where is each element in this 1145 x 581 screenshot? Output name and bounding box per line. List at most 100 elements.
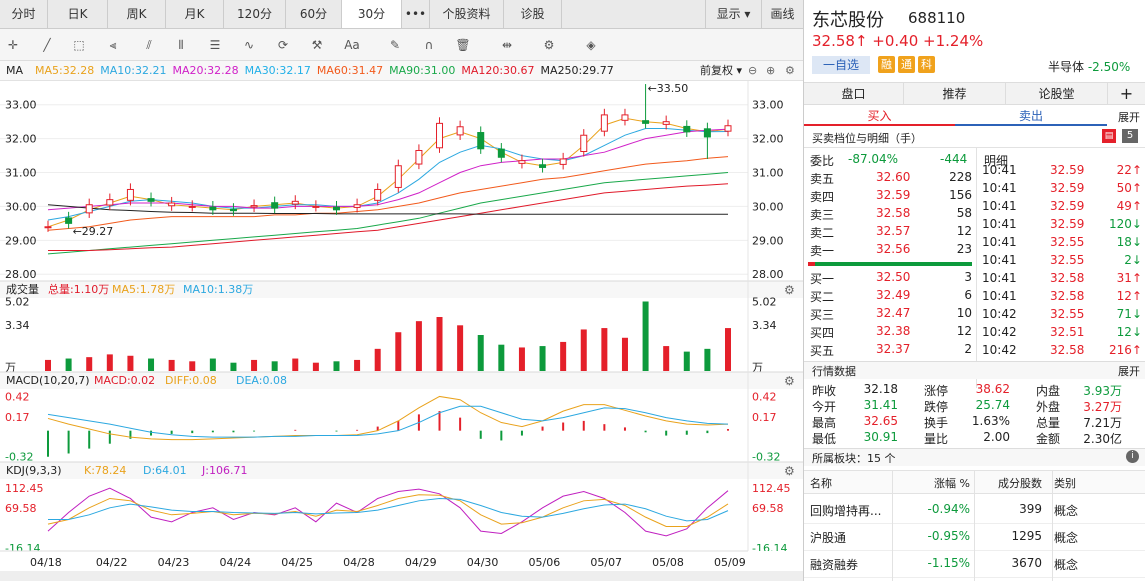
trash-icon[interactable]: 🗑 [455, 38, 471, 52]
book-price[interactable]: 32.58 [876, 206, 911, 220]
tab-6[interactable]: 30分 [342, 0, 402, 28]
sector-name[interactable]: 融资融券 [810, 558, 859, 572]
sell-tab[interactable]: 卖出 [955, 106, 1107, 126]
kdj-legend: K:78.24 [84, 464, 126, 477]
book-price[interactable]: 32.56 [876, 242, 911, 256]
rect-tool-icon[interactable]: ⬚ [73, 38, 85, 52]
market-label: 跌停 [924, 400, 949, 414]
bars-tool-icon[interactable]: ⦀ [178, 37, 184, 52]
pen-tool-icon[interactable]: ✎ [389, 38, 401, 52]
add-watchlist-button[interactable]: 一自选 [812, 56, 870, 74]
tab-1[interactable]: 日K [48, 0, 108, 28]
tick-volume: 2↓ [1124, 253, 1142, 267]
volume-bar [189, 361, 196, 371]
book-price[interactable]: 32.60 [876, 170, 911, 184]
volume-bar [683, 351, 690, 371]
fib-tool-icon[interactable]: ☰ [209, 38, 221, 52]
cycle-tool-icon[interactable]: ⟳ [277, 38, 289, 52]
book-icon[interactable]: ▤ [1102, 129, 1116, 143]
book-volume: 228 [949, 170, 972, 184]
candle-body [559, 158, 567, 165]
ma-line-ma60 [47, 156, 729, 231]
vol-tick: 5.02 [752, 295, 777, 308]
volume-bar [271, 361, 278, 371]
expand-button[interactable]: 展开 [1118, 111, 1140, 124]
adjust-select[interactable]: 前复权 ▾ [700, 64, 743, 77]
right-tab-3[interactable]: + [1108, 83, 1145, 105]
sector-col-header[interactable]: 名称 [810, 477, 832, 490]
candle-body [291, 200, 299, 205]
price-tick: 29.00 [5, 234, 37, 247]
gear-icon[interactable]: ⚙ [784, 283, 795, 297]
tick-price: 32.59 [1050, 163, 1085, 177]
tab-4[interactable]: 120分 [224, 0, 286, 28]
ma-legend: MA MA5:32.28 MA10:32.21 MA20:32.28 MA30:32.1… [0, 61, 803, 81]
crosshair-icon[interactable]: ✛ [7, 38, 19, 52]
volume-bar [601, 328, 608, 371]
book-price[interactable]: 32.37 [876, 342, 911, 356]
tick-time: 10:42 [982, 307, 1017, 321]
volume-bar [518, 347, 525, 371]
tab-8[interactable]: 个股资料 [430, 0, 504, 28]
ma-line-ma10 [47, 128, 729, 221]
book-count[interactable]: 5 [1122, 129, 1138, 143]
market-expand[interactable]: 展开 [1118, 365, 1140, 378]
gear-icon[interactable]: ⚙ [784, 464, 795, 478]
tab-3[interactable]: 月K [166, 0, 224, 28]
book-price[interactable]: 32.59 [876, 188, 911, 202]
sector-col-header[interactable]: 涨幅 % [934, 477, 970, 490]
ruler-tool-icon[interactable]: ⚒ [311, 38, 323, 52]
book-price[interactable]: 32.47 [876, 306, 911, 320]
kdj-legend: J:106.71 [201, 464, 247, 477]
right-tab-1[interactable]: 推荐 [904, 83, 1006, 105]
macd-legend: MACD:0.02 [94, 374, 155, 387]
gear-icon[interactable]: ⚙ [784, 374, 795, 388]
sector-change: -0.94% [927, 502, 970, 516]
tick-price: 32.59 [1050, 181, 1085, 195]
minus-icon[interactable]: ⊖ [748, 64, 758, 77]
market-value: 32.18 [863, 382, 898, 396]
split-icon[interactable]: ⇹ [501, 38, 513, 52]
ma-item: MA10:32.21 [100, 64, 167, 77]
book-price[interactable]: 32.57 [876, 224, 911, 238]
tick-volume: 22↑ [1116, 163, 1142, 177]
gear-icon[interactable]: ⚙ [543, 38, 555, 52]
sector-col-header[interactable]: 类别 [1054, 477, 1076, 490]
tick-time: 10:41 [982, 181, 1017, 195]
wave-tool-icon[interactable]: ∿ [243, 38, 255, 52]
right-tab-2[interactable]: 论股堂 [1006, 83, 1108, 105]
line-tool-icon[interactable]: ╱ [43, 38, 51, 52]
kline-chart[interactable]: 33.00 33.00 32.00 32.00 31.00 31.00 30.00 30.00… [0, 81, 803, 581]
sector-name[interactable]: 回购增持再... [810, 504, 882, 518]
info-icon[interactable]: i [1126, 450, 1139, 463]
book-price[interactable]: 32.50 [876, 270, 911, 284]
sector-name[interactable]: 沪股通 [810, 531, 847, 545]
buy-tab[interactable]: 买入 [804, 106, 955, 126]
fan-tool-icon[interactable]: ⫷ [109, 37, 117, 52]
high-annotation: ←33.50 [648, 82, 689, 95]
tab-5[interactable]: 60分 [286, 0, 342, 28]
book-price[interactable]: 32.49 [876, 288, 911, 302]
tab-7[interactable]: ••• [402, 0, 430, 28]
text-tool-icon[interactable]: Aa [344, 38, 360, 52]
scrollbar[interactable] [0, 571, 803, 581]
draw-menu[interactable]: 画线 [761, 0, 803, 28]
plus-icon[interactable]: ⊕ [766, 64, 776, 77]
tab-2[interactable]: 周K [108, 0, 166, 28]
tick-price: 32.58 [1050, 343, 1085, 357]
channel-tool-icon[interactable]: ⫽ [146, 37, 152, 52]
weibi-value: -87.04% [848, 152, 899, 166]
volume-bar [560, 341, 567, 371]
tab-0[interactable]: 分时 [0, 0, 48, 28]
macd-tick: 0.17 [752, 411, 777, 424]
tab-9[interactable]: 诊股 [504, 0, 562, 28]
sector-col-header[interactable]: 成分股数 [998, 477, 1042, 490]
right-tab-0[interactable]: 盘口 [804, 83, 904, 105]
book-price[interactable]: 32.38 [876, 324, 911, 338]
sector-label[interactable]: 半导体 -2.50% [1048, 60, 1131, 74]
layers-icon[interactable]: ◈ [586, 38, 596, 52]
market-label: 最高 [812, 416, 837, 430]
gear-icon[interactable]: ⚙ [785, 64, 795, 77]
magnet-icon[interactable]: ∩ [424, 38, 434, 52]
display-menu[interactable]: 显示 ▾ [705, 0, 761, 28]
